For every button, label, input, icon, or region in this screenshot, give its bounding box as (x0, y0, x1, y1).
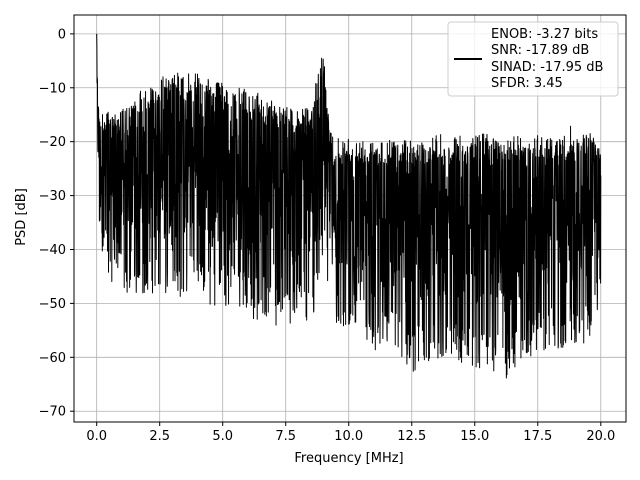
x-tick-label: 12.5 (397, 429, 426, 444)
x-tick-label: 2.5 (149, 429, 170, 444)
plot-frame (73, 14, 627, 423)
x-axis-label: Frequency [MHz] (294, 451, 403, 466)
y-tick-label: −10 (39, 81, 66, 96)
legend: ENOB: -3.27 bits SNR: -17.89 dB SINAD: -… (447, 21, 619, 97)
y-tick-label: −70 (39, 405, 66, 420)
legend-sfdr: SFDR: 3.45 (491, 76, 563, 91)
y-axis-label: PSD [dB] (14, 188, 29, 246)
y-tick-label: 0 (58, 27, 66, 42)
y-tick-label: −20 (39, 135, 66, 150)
y-axis-ticks: 0 −10 −20 −30 −40 −50 −60 −70 (39, 27, 74, 420)
x-tick-label: 15.0 (460, 429, 489, 444)
legend-enob: ENOB: -3.27 bits (491, 27, 598, 42)
x-tick-label: 10.0 (334, 429, 363, 444)
y-tick-label: −50 (39, 297, 66, 312)
x-tick-label: 20.0 (586, 429, 615, 444)
x-tick-label: 7.5 (275, 429, 296, 444)
legend-snr: SNR: -17.89 dB (491, 43, 589, 58)
psd-line (96, 33, 602, 379)
x-axis-ticks: 0.0 2.5 5.0 7.5 10.0 12.5 15.0 17.5 20.0 (86, 422, 615, 444)
legend-sinad: SINAD: -17.95 dB (491, 60, 603, 75)
legend-box (447, 21, 619, 97)
x-tick-label: 17.5 (523, 429, 552, 444)
x-tick-label: 5.0 (212, 429, 233, 444)
y-tick-label: −30 (39, 189, 66, 204)
spectrum-series (96, 33, 602, 379)
x-tick-label: 0.0 (86, 429, 107, 444)
y-tick-label: −60 (39, 351, 66, 366)
y-tick-label: −40 (39, 243, 66, 258)
